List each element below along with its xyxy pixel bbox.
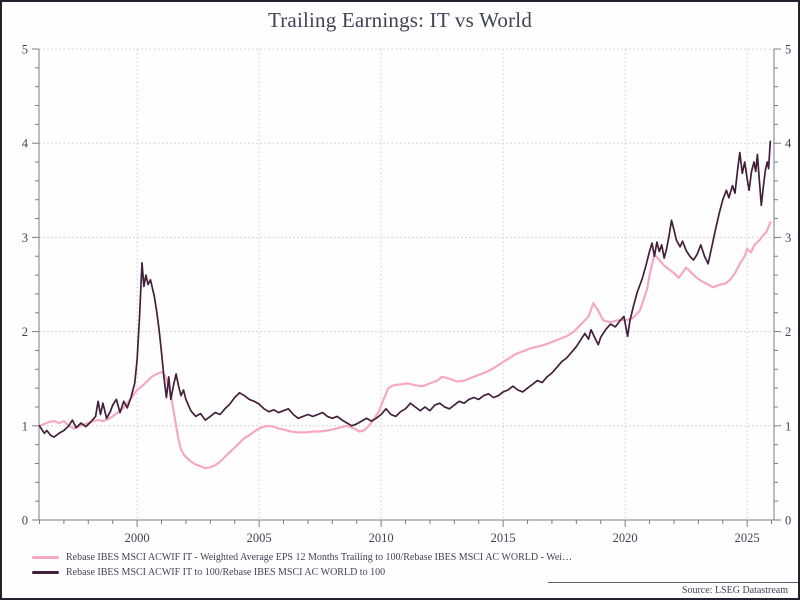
chart-title: Trailing Earnings: IT vs World (267, 8, 533, 32)
y-axis-label-left: 2 (22, 325, 28, 339)
legend-swatch-eps-ratio (32, 556, 59, 559)
x-axis-label: 2020 (613, 531, 638, 545)
x-axis-label: 2010 (369, 531, 394, 545)
x-axis-label: 2000 (125, 531, 150, 545)
legend-item-eps-ratio: Rebase IBES MSCI ACWIF IT - Weighted Ave… (32, 550, 572, 565)
x-axis-label: 2005 (247, 531, 272, 545)
y-axis-label-left: 4 (22, 137, 29, 151)
y-axis-label-right: 0 (785, 514, 791, 528)
y-axis-label-right: 2 (785, 325, 791, 339)
y-axis-label-right: 5 (785, 43, 791, 57)
legend-swatch-price-ratio (32, 571, 59, 574)
y-axis-label-right: 4 (785, 137, 792, 151)
source-label: Source: LSEG Datastream (548, 582, 798, 596)
y-axis-label-left: 0 (22, 514, 28, 528)
legend-label-price-ratio: Rebase IBES MSCI ACWIF IT to 100/Rebase … (66, 567, 386, 578)
series-line-eps-ratio (38, 221, 772, 470)
x-axis-label: 2025 (735, 531, 760, 545)
legend: Rebase IBES MSCI ACWIF IT - Weighted Ave… (32, 550, 572, 580)
y-axis-label-left: 3 (22, 231, 28, 245)
y-axis-label-right: 3 (785, 231, 791, 245)
axis-frame (38, 49, 775, 521)
x-axis-label: 2015 (491, 531, 516, 545)
y-axis-label-right: 1 (785, 419, 791, 433)
y-axis-label-left: 1 (22, 419, 28, 433)
legend-label-eps-ratio: Rebase IBES MSCI ACWIF IT - Weighted Ave… (66, 552, 573, 563)
series-line-price-ratio (38, 140, 772, 438)
legend-item-price-ratio: Rebase IBES MSCI ACWIF IT to 100/Rebase … (32, 565, 572, 580)
y-axis-label-left: 5 (22, 43, 28, 57)
